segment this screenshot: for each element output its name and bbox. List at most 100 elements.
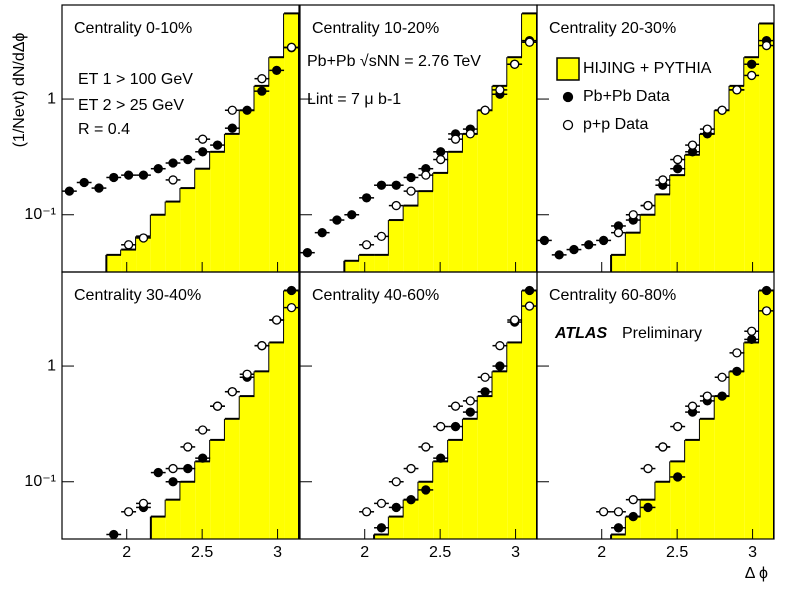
panel-title: Centrality 40-60% — [312, 287, 439, 304]
pp-point — [510, 315, 520, 325]
pp-point — [183, 442, 193, 452]
pp-point — [376, 498, 387, 509]
pp-point — [198, 425, 208, 435]
hist-bar — [121, 249, 137, 272]
hist-bar — [388, 516, 404, 539]
pp-point — [212, 401, 223, 411]
pp-point — [717, 105, 727, 115]
hist-bar — [150, 516, 166, 539]
x-tick-label: 2.5 — [191, 544, 213, 561]
hist-bar — [418, 481, 434, 539]
pp-point — [747, 326, 757, 336]
hist-bar — [477, 110, 493, 272]
x-axis-label: Δ ϕ — [745, 565, 768, 582]
x-tick-label: 2.5 — [429, 544, 451, 561]
annotation: ATLAS — [554, 325, 607, 342]
hist-bar — [744, 57, 760, 272]
hist-bar — [388, 220, 404, 272]
hist-bar — [239, 110, 255, 272]
hist-bar — [611, 254, 626, 272]
hist-bar — [670, 461, 686, 539]
hist-bar — [403, 205, 419, 272]
pbpb-point — [183, 154, 193, 165]
annotation: ET 2 > 25 GeV — [78, 97, 184, 114]
pp-point — [406, 463, 416, 474]
pbpb-point — [421, 485, 431, 495]
pbpb-point — [673, 472, 683, 482]
hist-bar — [448, 151, 463, 272]
panel-title: Centrality 0-10% — [74, 20, 192, 37]
panel-frame — [536, 271, 775, 540]
pp-point — [702, 391, 712, 401]
pbpb-point — [138, 170, 149, 180]
hist-bar — [433, 172, 449, 272]
annotation: R = 0.4 — [78, 121, 130, 138]
pp-point — [480, 372, 490, 382]
pbpb-point — [406, 495, 416, 505]
hist-bar — [165, 201, 181, 272]
panel — [62, 12, 299, 272]
pbpb-point — [257, 86, 267, 96]
hist-bar — [522, 290, 537, 539]
hist-bar — [685, 154, 700, 272]
pbpb-point — [436, 147, 446, 157]
pbpb-point — [747, 334, 757, 345]
hist-bar — [106, 254, 122, 272]
pbpb-point — [613, 523, 624, 533]
y-tick-label: 1 — [47, 90, 56, 107]
x-tick-label: 3 — [748, 544, 757, 561]
pp-point — [732, 348, 742, 358]
pp-point — [465, 396, 475, 406]
hist-bar — [729, 371, 745, 539]
hist-bar — [254, 371, 270, 539]
pbpb-point — [79, 177, 89, 188]
pbpb-point — [376, 523, 387, 533]
pp-point — [168, 463, 178, 474]
pp-point — [450, 401, 461, 411]
hist-bar — [655, 481, 671, 539]
legend-label: Pb+Pb Data — [583, 88, 670, 105]
hist-bar — [210, 439, 225, 539]
hist-bar — [239, 396, 255, 539]
legend-marker — [562, 91, 574, 103]
hist-bar — [744, 342, 760, 539]
pbpb-point — [242, 105, 252, 115]
pbpb-point — [168, 477, 178, 487]
pp-point — [198, 134, 208, 144]
pbpb-point — [272, 65, 282, 76]
pbpb-point — [450, 421, 461, 432]
hist-bar — [448, 439, 463, 539]
hist-bar — [195, 461, 211, 539]
panel — [596, 285, 774, 539]
pp-point — [421, 170, 431, 180]
hist-bar — [224, 418, 240, 539]
panel-title: Centrality 20-30% — [549, 20, 676, 37]
hist-bar — [625, 516, 641, 539]
pbpb-point — [406, 172, 416, 183]
pp-point — [598, 507, 609, 517]
pp-point — [168, 175, 178, 185]
pbpb-point — [109, 172, 119, 183]
pp-point — [286, 42, 297, 52]
pp-point — [510, 59, 520, 69]
legend-label: HIJING + PYTHIA — [583, 60, 712, 77]
x-tick-label: 2 — [597, 544, 606, 561]
pp-point — [227, 387, 237, 397]
pbpb-point — [391, 180, 401, 190]
pp-point — [658, 442, 668, 452]
hist-bar — [759, 290, 774, 539]
x-tick-label: 2 — [360, 544, 369, 561]
pbpb-point — [286, 285, 297, 296]
pbpb-point — [376, 180, 387, 190]
hist-bar — [507, 57, 523, 272]
pbpb-point — [717, 391, 727, 401]
pbpb-point — [761, 285, 772, 296]
annotation: Pb+Pb √sNN = 2.76 TeV — [307, 53, 481, 70]
pp-point — [361, 507, 372, 517]
x-tick-label: 3 — [511, 544, 520, 561]
y-tick-label: 10⁻¹ — [24, 206, 56, 223]
panel-title: Centrality 60-80% — [549, 287, 676, 304]
panel-title: Centrality 30-40% — [74, 287, 201, 304]
hist-bar — [433, 461, 449, 539]
pp-point — [286, 302, 297, 313]
